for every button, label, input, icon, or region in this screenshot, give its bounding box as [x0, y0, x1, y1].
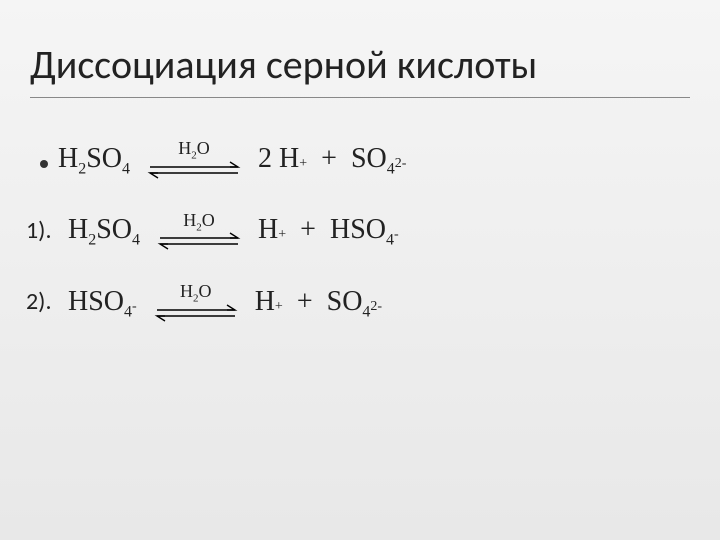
rhs-step2: H+ + SO42- — [255, 286, 382, 318]
rhs-left: H — [258, 214, 278, 246]
rhs-right: HSO4 — [330, 214, 394, 246]
formula-text: H2SO4 — [68, 214, 140, 246]
equation-row-step1: 1). H2SO4 H2O H+ + HSO4- — [16, 210, 690, 252]
formula-text: H2SO4 — [58, 143, 130, 175]
rhs-summary: 2 H+ + SO42- — [258, 143, 406, 175]
rhs-left: H — [255, 286, 275, 318]
arrow-block-step1: H2O — [154, 210, 244, 252]
lhs-step1: H2SO4 — [68, 214, 140, 246]
equation-row-step2: 2). HSO4- H2O H+ + SO42- — [16, 281, 690, 323]
lhs-base: HSO4 — [68, 286, 132, 318]
page-title: Диссоциация серной кислоты — [30, 40, 690, 89]
bullet-icon — [40, 160, 48, 168]
step2-prefix: 2). — [26, 287, 62, 316]
arrow-label: H2O — [183, 210, 215, 234]
arrow-label: H2O — [178, 138, 210, 162]
double-arrow-icon — [154, 231, 244, 251]
lhs-summary: H2SO4 — [58, 143, 130, 175]
double-arrow-icon — [144, 160, 244, 180]
lhs-step2: HSO4- — [68, 286, 137, 318]
plus: + — [283, 286, 327, 318]
arrow-block-summary: H2O — [144, 138, 244, 180]
plus: + — [307, 143, 351, 175]
step1-prefix: 1). — [26, 216, 62, 245]
double-arrow-icon — [151, 303, 241, 323]
arrow-label: H2O — [180, 281, 212, 305]
arrow-block-step2: H2O — [151, 281, 241, 323]
plus: + — [286, 214, 330, 246]
rhs-left: 2 H — [258, 143, 299, 175]
rhs-right: SO4 — [351, 143, 395, 175]
equation-row-summary: H2SO4 H2O 2 H+ + SO42- — [30, 138, 690, 180]
rhs-right: SO4 — [327, 286, 371, 318]
rhs-step1: H+ + HSO4- — [258, 214, 399, 246]
title-wrap: Диссоциация серной кислоты — [30, 40, 690, 98]
